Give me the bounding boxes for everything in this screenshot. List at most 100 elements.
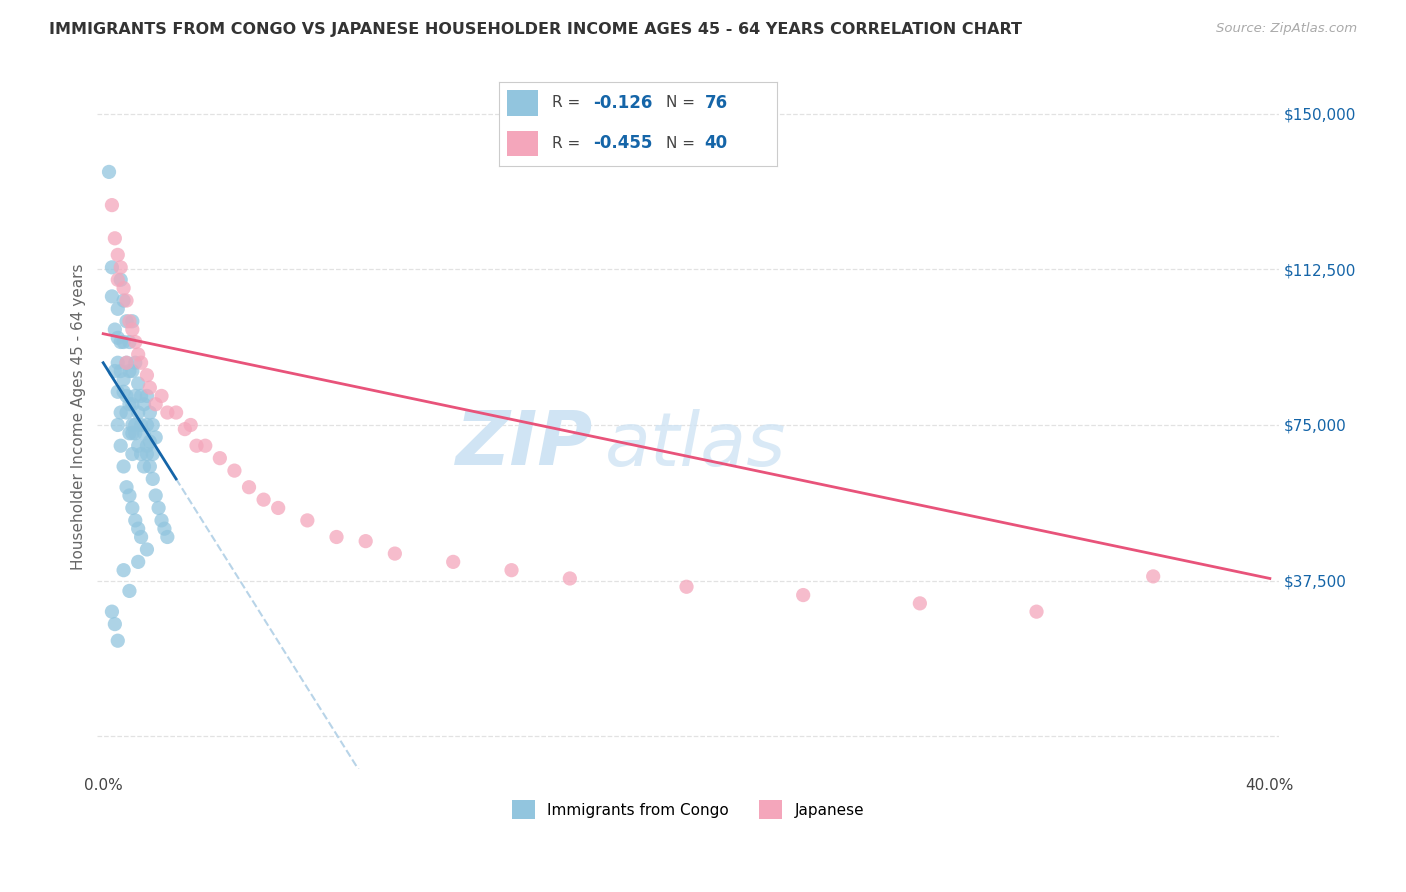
Point [118,334,141,349]
Point [127,347,149,361]
Point [121,417,143,432]
Point [165,405,187,419]
Point [129,530,152,544]
Text: ZIP: ZIP [456,409,593,482]
Point [139,459,162,474]
Point [908,596,931,610]
Point [156,405,179,419]
Point [112,563,135,577]
Point [101,605,124,619]
Point [354,534,377,549]
Point [112,384,135,399]
Point [145,397,167,411]
Point [104,364,127,378]
Point [145,430,167,444]
Point [129,447,152,461]
Point [110,334,132,349]
Point [110,439,132,453]
Point [121,322,143,336]
Point [186,439,208,453]
Point [194,439,217,453]
Point [124,389,146,403]
Point [112,281,135,295]
Point [139,434,162,449]
Point [136,368,159,383]
Point [1142,569,1164,583]
Point [127,522,149,536]
Point [145,488,167,502]
Point [110,273,132,287]
Point [142,447,165,461]
Text: atlas: atlas [606,409,787,481]
Point [384,547,406,561]
Point [142,472,165,486]
Text: IMMIGRANTS FROM CONGO VS JAPANESE HOUSEHOLDER INCOME AGES 45 - 64 YEARS CORRELAT: IMMIGRANTS FROM CONGO VS JAPANESE HOUSEH… [49,22,1022,37]
Point [118,583,141,598]
Point [112,293,135,308]
Point [107,633,129,648]
Point [180,417,202,432]
Point [124,417,146,432]
Point [121,426,143,441]
Point [267,500,290,515]
Point [107,301,129,316]
Point [139,381,162,395]
Legend: Immigrants from Congo, Japanese: Immigrants from Congo, Japanese [506,794,870,825]
Point [121,500,143,515]
Point [115,405,138,419]
Point [121,314,143,328]
Point [115,356,138,370]
Point [118,397,141,411]
Point [132,397,155,411]
Point [107,417,129,432]
Point [124,426,146,441]
Point [104,322,127,336]
Point [224,464,246,478]
Point [150,513,173,527]
Point [208,451,231,466]
Point [136,439,159,453]
Point [101,198,124,212]
Point [124,513,146,527]
Point [118,364,141,378]
Point [115,356,138,370]
Point [252,492,274,507]
Point [558,572,581,586]
Point [136,417,159,432]
Point [101,289,124,303]
Point [139,405,162,419]
Point [104,617,127,632]
Text: Source: ZipAtlas.com: Source: ZipAtlas.com [1216,22,1357,36]
Point [118,314,141,328]
Point [1025,605,1047,619]
Point [129,389,152,403]
Point [127,405,149,419]
Point [107,273,129,287]
Point [173,422,195,436]
Point [501,563,523,577]
Point [124,334,146,349]
Point [124,356,146,370]
Point [441,555,464,569]
Point [107,356,129,370]
Point [325,530,347,544]
Point [675,580,697,594]
Point [110,260,132,275]
Point [148,500,170,515]
Point [127,376,149,391]
Point [121,447,143,461]
Point [115,480,138,494]
Y-axis label: Householder Income Ages 45 - 64 years: Householder Income Ages 45 - 64 years [72,263,86,570]
Point [136,542,159,557]
Point [112,334,135,349]
Point [107,384,129,399]
Point [121,397,143,411]
Point [238,480,260,494]
Point [104,231,127,245]
Point [127,555,149,569]
Point [98,165,121,179]
Point [136,389,159,403]
Point [112,459,135,474]
Point [153,522,176,536]
Point [297,513,319,527]
